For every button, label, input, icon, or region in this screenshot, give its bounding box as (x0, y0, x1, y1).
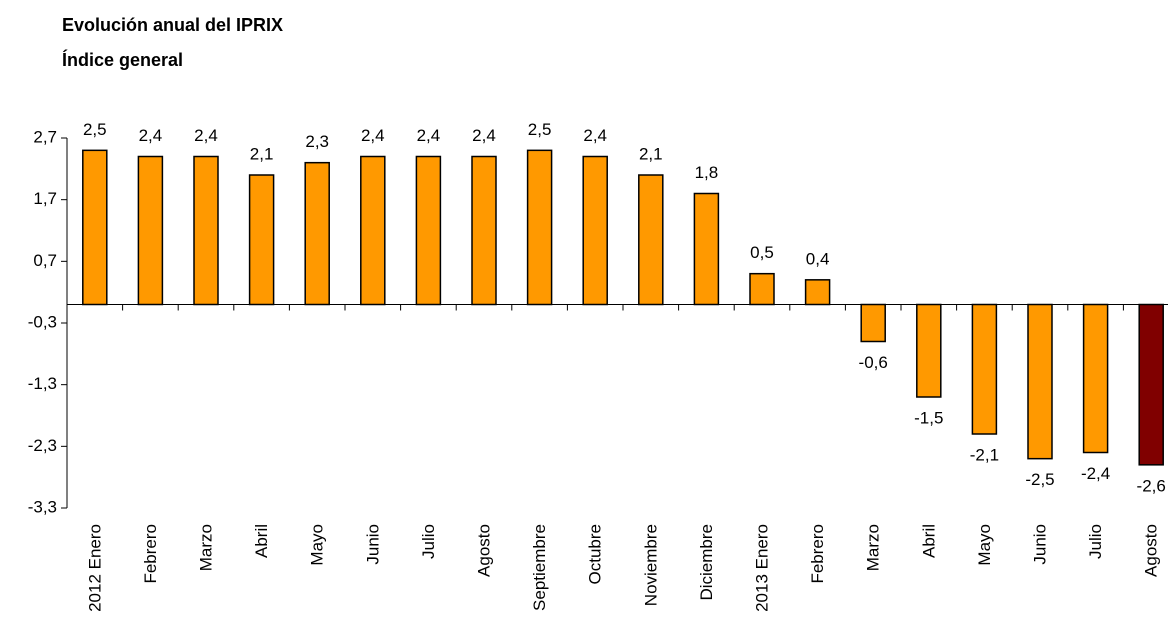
value-label: 2,5 (83, 120, 107, 139)
bar (193, 155, 219, 306)
bar (248, 174, 275, 306)
x-tick-label: Febrero (141, 524, 160, 584)
value-label: 2,3 (305, 132, 329, 151)
y-tick-label: -3,3 (28, 497, 57, 516)
bar (360, 155, 386, 306)
x-tick-label: Marzo (864, 524, 883, 571)
bar (582, 155, 608, 306)
x-tick-label: Agosto (1142, 524, 1161, 577)
x-tick-label: Noviembre (641, 524, 660, 606)
value-label: 2,4 (361, 126, 385, 145)
y-tick-label: 2,7 (33, 127, 57, 146)
y-tick-label: 0,7 (33, 251, 57, 270)
bar (1082, 303, 1109, 454)
value-label: 2,4 (583, 126, 607, 145)
bar (1138, 303, 1164, 466)
bar (860, 303, 886, 343)
value-label: 2,4 (139, 126, 163, 145)
value-label: -2,6 (1137, 476, 1166, 495)
value-label: -1,5 (914, 408, 943, 427)
x-tick-label: Mayo (975, 524, 994, 566)
y-tick-label: -1,3 (28, 374, 57, 393)
x-tick-label: Julio (419, 524, 438, 559)
x-tick-label: Febrero (808, 524, 827, 584)
bar (1027, 303, 1053, 460)
chart-title: Evolución anual del IPRIX (62, 15, 283, 35)
value-label: 2,1 (250, 144, 274, 163)
bar (137, 155, 164, 306)
value-label: 2,4 (417, 126, 441, 145)
bar (638, 174, 664, 306)
value-label: 0,5 (750, 243, 774, 262)
x-tick-label: Mayo (308, 524, 327, 566)
bar (526, 149, 553, 306)
bar (82, 149, 108, 306)
x-tick-label: Junio (363, 524, 382, 565)
x-tick-label: Diciembre (697, 524, 716, 601)
x-tick-label: Agosto (474, 524, 493, 577)
x-tick-label: Julio (1086, 524, 1105, 559)
x-tick-label: Junio (1030, 524, 1049, 565)
value-label: -0,6 (859, 353, 888, 372)
x-tick-label: Marzo (196, 524, 215, 571)
x-tick-label: Septiembre (530, 524, 549, 611)
value-label: 2,1 (639, 144, 663, 163)
bar (471, 155, 497, 306)
value-label: 2,4 (472, 126, 496, 145)
bar (916, 303, 942, 398)
value-label: 2,5 (528, 120, 552, 139)
x-tick-label: Abril (252, 524, 271, 558)
bar (415, 155, 442, 306)
y-tick-label: -2,3 (28, 436, 57, 455)
value-label: 0,4 (806, 249, 830, 268)
bar (971, 303, 998, 435)
bar (304, 161, 330, 306)
value-label: 2,4 (194, 126, 218, 145)
x-tick-label: Abril (919, 524, 938, 558)
value-label: -2,1 (970, 445, 999, 464)
bar (804, 279, 831, 306)
x-tick-label: 2013 Enero (752, 524, 771, 612)
chart-subtitle: Índice general (62, 49, 183, 70)
x-tick-label: 2012 Enero (85, 524, 104, 612)
value-label: -2,5 (1025, 470, 1054, 489)
value-label: -2,4 (1081, 464, 1110, 483)
bar (693, 192, 720, 306)
y-tick-label: -0,3 (28, 312, 57, 331)
x-tick-label: Octubre (586, 524, 605, 584)
value-label: 1,8 (695, 163, 719, 182)
bar (749, 272, 775, 306)
y-tick-label: 1,7 (33, 189, 57, 208)
